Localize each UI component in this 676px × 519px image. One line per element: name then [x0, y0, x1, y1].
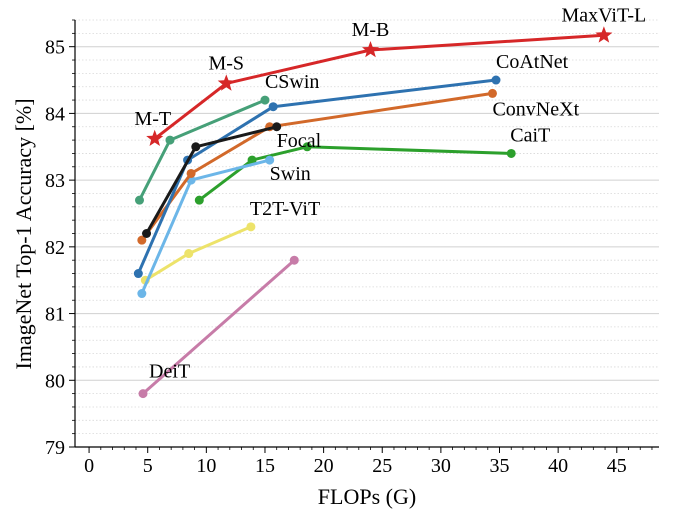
- series-label: ConvNeXt: [492, 98, 579, 120]
- data-point-star: [595, 26, 613, 43]
- data-point: [260, 95, 270, 105]
- y-tick-label: 79: [45, 437, 65, 459]
- data-point: [133, 269, 143, 279]
- data-point: [191, 142, 201, 152]
- y-tick-label: 82: [45, 237, 65, 259]
- data-point: [137, 289, 147, 299]
- series-line: [153, 33, 604, 140]
- data-point: [138, 389, 148, 399]
- x-tick-label: 30: [431, 455, 451, 477]
- data-point: [134, 195, 144, 205]
- series-cswin: [134, 95, 270, 205]
- data-point: [268, 102, 278, 112]
- data-point: [137, 235, 147, 245]
- grid: [75, 19, 659, 448]
- series-deit: [138, 255, 299, 399]
- y-tick-label: 84: [45, 103, 65, 125]
- point-label: MaxViT-L: [562, 4, 647, 26]
- series-label: CaiT: [510, 124, 550, 146]
- y-tick-label: 85: [45, 37, 65, 59]
- point-label: M-S: [208, 52, 244, 74]
- y-tick-label: 81: [45, 304, 65, 326]
- axes: 79 80 81 82 83 84 85 0 5 10 15 20 25 30 35 40 45: [45, 19, 659, 477]
- x-tick-label: 45: [607, 455, 627, 477]
- series-label: T2T-ViT: [250, 198, 320, 220]
- x-tick-label: 0: [84, 455, 94, 477]
- data-point: [165, 135, 175, 145]
- data-point: [265, 155, 275, 165]
- series-line: [136, 78, 497, 275]
- data-point: [272, 122, 282, 132]
- series-line: [142, 259, 296, 395]
- x-tick-label: 35: [490, 455, 510, 477]
- data-point: [289, 255, 299, 265]
- y-tick-label: 83: [45, 170, 65, 192]
- series-label: DeiT: [149, 361, 190, 383]
- data-point: [302, 142, 312, 152]
- x-tick-label: 25: [372, 455, 392, 477]
- series-group: M-T M-S M-B MaxViT-L DeiT T2T-ViT CaiT Swin Conv…: [133, 4, 646, 399]
- series-label: CSwin: [265, 71, 319, 93]
- series-focal: [142, 122, 282, 238]
- data-point: [487, 88, 497, 98]
- series-cait: [194, 142, 516, 205]
- x-tick-label: 40: [548, 455, 568, 477]
- data-point: [186, 168, 196, 178]
- data-point: [247, 155, 257, 165]
- data-point: [506, 148, 516, 158]
- data-point: [491, 75, 501, 85]
- x-tick-label: 15: [255, 455, 275, 477]
- data-point-star: [217, 74, 235, 91]
- x-tick-label: 20: [314, 455, 334, 477]
- data-point-star: [146, 129, 164, 146]
- series-label: CoAtNet: [496, 51, 569, 73]
- series-line: [198, 145, 512, 202]
- series-label: Swin: [270, 163, 311, 185]
- y-axis-label: ImageNet Top-1 Accuracy [%]: [11, 98, 36, 369]
- x-tick-label: 5: [143, 455, 153, 477]
- point-label: M-B: [352, 19, 390, 41]
- x-axis-label: FLOPs (G): [318, 484, 416, 509]
- y-tick-label: 80: [45, 370, 65, 392]
- x-tick-label: 10: [196, 455, 216, 477]
- data-point: [194, 195, 204, 205]
- series-line: [144, 225, 252, 282]
- data-point: [142, 229, 152, 238]
- point-label: M-T: [134, 108, 171, 130]
- data-point: [184, 249, 194, 259]
- data-point-star: [362, 41, 380, 58]
- data-point: [246, 222, 256, 232]
- series-maxvit: M-T M-S M-B MaxViT-L: [134, 4, 646, 146]
- series-label: Focal: [277, 130, 322, 152]
